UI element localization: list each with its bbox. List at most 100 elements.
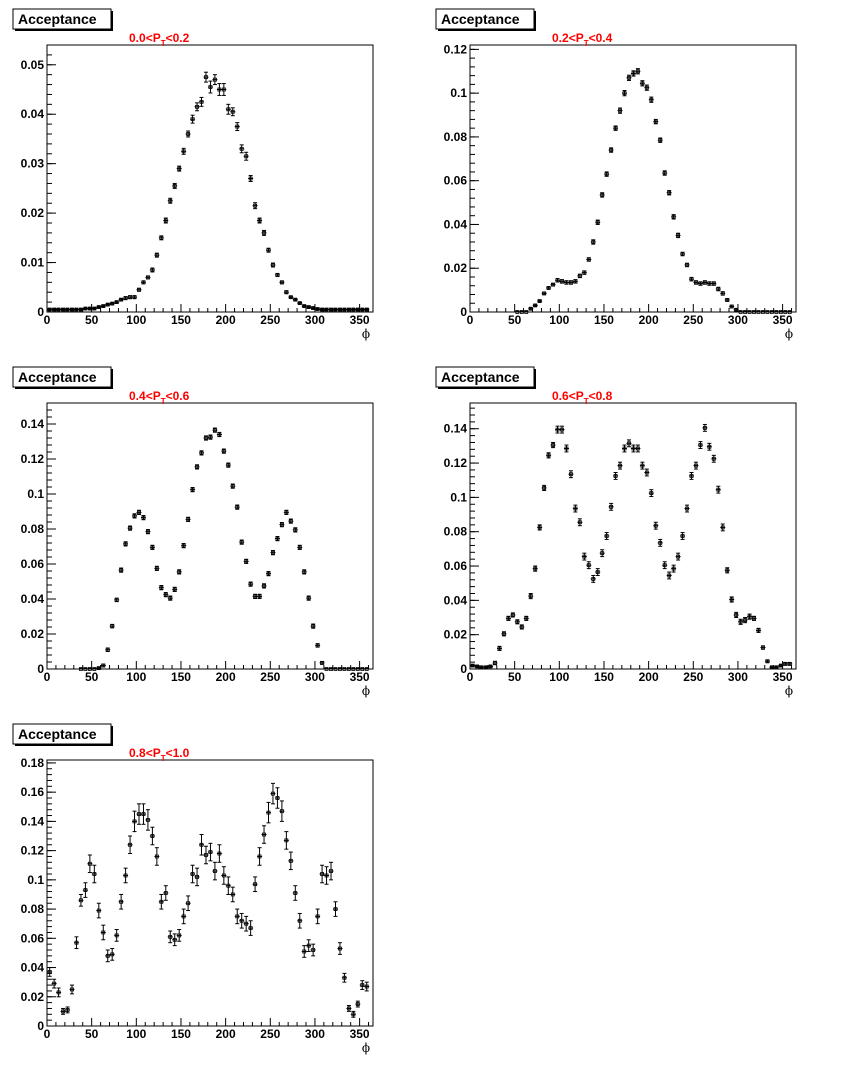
data-point (190, 487, 196, 493)
data-point (297, 912, 303, 929)
data-point (199, 450, 205, 456)
data-point (635, 68, 641, 75)
data-point (274, 536, 280, 542)
data-point (145, 809, 151, 831)
data-point (733, 611, 739, 619)
data-point (537, 299, 543, 303)
data-point (194, 464, 200, 470)
y-tick-label: 0 (460, 662, 467, 676)
data-point (319, 307, 325, 312)
data-point (109, 301, 115, 306)
data-point (350, 1010, 356, 1018)
x-tick-label: 300 (728, 313, 748, 327)
data-point (639, 461, 645, 470)
data-point (185, 516, 191, 522)
panel-title: Acceptance (441, 369, 520, 385)
data-point (332, 901, 338, 917)
data-point (555, 278, 561, 283)
data-point (328, 861, 334, 881)
data-point (51, 978, 57, 989)
data-point (675, 232, 681, 239)
data-point (528, 306, 534, 311)
x-axis-label: ϕ (362, 1041, 370, 1055)
data-point (279, 800, 285, 822)
data-point (568, 280, 574, 285)
x-tick-label: 100 (126, 313, 146, 327)
data-point (118, 893, 124, 910)
x-tick-label: 0 (44, 670, 51, 684)
data-point (764, 310, 770, 314)
data-point (216, 431, 222, 438)
data-point (252, 202, 258, 210)
data-point (702, 423, 708, 432)
data-point (203, 845, 209, 865)
data-point (60, 1007, 66, 1015)
data-point (306, 305, 312, 309)
data-point (359, 980, 365, 990)
y-tick-label: 0.02 (444, 628, 468, 642)
data-point (782, 661, 788, 666)
data-point (346, 307, 352, 312)
data-point (158, 585, 164, 591)
data-point (279, 522, 285, 528)
data-point (47, 307, 53, 312)
data-point (341, 307, 347, 312)
data-point (163, 885, 169, 901)
data-point (528, 592, 534, 600)
x-tick-label: 250 (683, 313, 703, 327)
data-point (782, 310, 788, 314)
data-point (346, 667, 352, 671)
data-point (711, 281, 717, 286)
data-point (105, 302, 111, 307)
y-tick-label: 0.04 (444, 217, 468, 231)
acceptance-panel: Acceptance 0.6<PT<0.8 0 50 100 150 200 250 300 35… (435, 366, 797, 698)
data-point (212, 861, 218, 881)
x-tick-label: 250 (260, 670, 280, 684)
x-tick-label: 250 (260, 313, 280, 327)
data-point (65, 1006, 71, 1014)
data-point (680, 251, 686, 257)
data-point (221, 83, 227, 96)
data-point (172, 933, 178, 947)
data-point (541, 291, 547, 296)
data-point (662, 170, 668, 176)
panel-title-box: Acceptance (12, 723, 113, 746)
y-tick-label: 0.04 (21, 961, 45, 975)
data-point (100, 924, 106, 941)
data-point (118, 567, 124, 573)
data-point (163, 217, 169, 224)
data-point (301, 304, 307, 308)
data-point (47, 967, 53, 977)
data-point (364, 981, 370, 992)
y-tick-label: 0.08 (444, 130, 468, 144)
data-point (257, 217, 263, 224)
data-point (733, 307, 739, 312)
data-point (78, 893, 84, 907)
data-point (203, 71, 209, 83)
x-tick-label: 350 (350, 1027, 370, 1041)
x-tick-label: 50 (85, 313, 99, 327)
data-point (91, 306, 97, 311)
data-point (270, 550, 276, 556)
data-point (266, 801, 272, 824)
data-point (73, 936, 79, 950)
data-point (288, 851, 294, 871)
data-point (764, 659, 770, 664)
data-point (91, 864, 97, 884)
data-point (225, 103, 231, 115)
data-point (243, 151, 249, 161)
data-point (91, 667, 97, 671)
x-tick-label: 200 (216, 670, 236, 684)
data-point (279, 280, 285, 285)
x-tick-label: 100 (549, 313, 569, 327)
data-point (261, 583, 267, 589)
data-point (96, 902, 102, 919)
data-point (787, 310, 793, 314)
data-point (96, 666, 102, 671)
y-tick-label: 0.1 (450, 86, 467, 100)
y-tick-label: 0.01 (21, 256, 45, 270)
data-point (239, 144, 245, 154)
x-tick-label: 0 (467, 313, 474, 327)
data-point (364, 667, 370, 671)
data-point (252, 876, 258, 893)
